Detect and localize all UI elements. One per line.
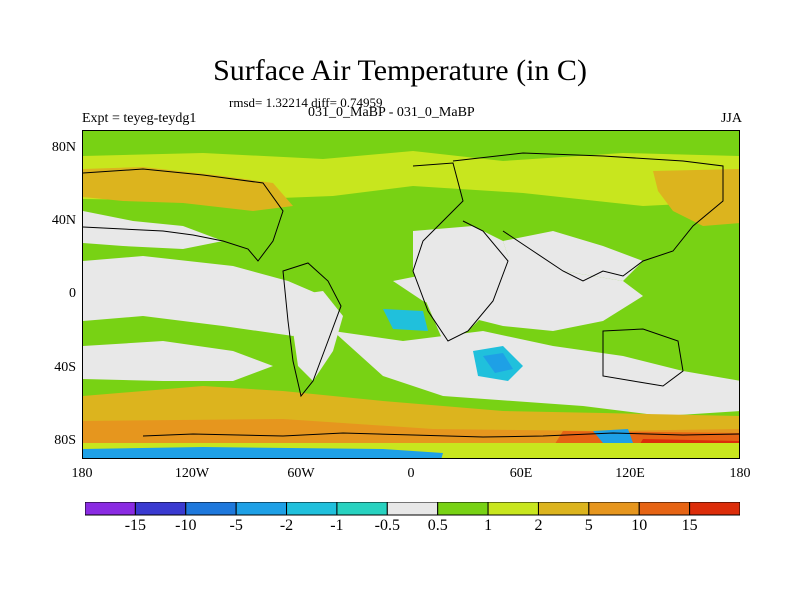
map-panel [82,130,740,459]
y-axis-label-80s: 80S [54,433,76,448]
stats-text: rmsd= 1.32214 diff= 0.74959 [229,95,383,110]
case-label: 031_0_MaBP - 031_0_MaBP [308,105,475,120]
outline-australia [602,328,684,387]
indian-cool [483,353,513,373]
colorbar-label: 5 [584,517,593,534]
season-label: JJA [720,111,742,126]
colorbar-swatch [85,502,136,516]
y-axis-label-40s: 40S [54,360,76,375]
colorbar-label: 15 [681,517,698,534]
x-axis-label-60e: 60E [509,466,533,481]
asia-grey [503,231,643,281]
colorbar-label: 2 [534,517,543,534]
colorbar-swatch [386,502,439,516]
southern-ocean-grey [333,331,739,416]
colorbar-swatch [336,502,388,516]
y-axis-label-0: 0 [69,286,76,301]
temperature-map [83,131,739,458]
colorbar-swatch [487,502,539,516]
y-axis-label-40n: 40N [51,213,76,228]
colorbar-label: 0.5 [427,517,448,534]
colorbar-label: -5 [229,517,243,534]
colorbar-swatch [588,502,640,516]
x-axis-label-0: 0 [407,466,415,481]
colorbar [85,502,740,516]
antarctic-cool-2 [593,429,633,443]
siberia-warm [653,169,739,226]
colorbar-label: -10 [175,517,197,534]
x-axis-label-60w: 60W [287,466,315,481]
x-axis-label-120e: 120E [615,466,645,481]
x-axis-label-180e: 180 [729,466,751,481]
colorbar-swatch [638,502,691,516]
colorbar-swatch [185,502,237,516]
colorbar-label: -15 [124,517,147,534]
west-africa-cool [383,309,428,331]
x-axis-label-180w: 180 [71,466,93,481]
south-america-grey [288,291,343,381]
y-axis-label-80n: 80N [51,140,76,155]
colorbar-label: -2 [279,517,294,534]
colorbar-label: 1 [484,517,493,534]
plot-title: Surface Air Temperature (in C) [213,54,587,87]
colorbar-swatch [134,502,187,516]
colorbar-label: -0.5 [374,517,400,534]
outline-asia [452,152,724,282]
colorbar-swatch [286,502,338,516]
africa-grey [413,226,513,341]
colorbar-swatch [437,502,489,516]
outline-south-america [282,262,342,398]
experiment-label: Expt = teyeg-teydg1 [82,111,197,126]
pacific-grey [83,256,333,336]
south-pacific-grey [83,341,273,381]
colorbar-label: -1 [330,517,344,534]
colorbar-swatch [537,502,590,516]
x-axis-label-120w: 120W [174,466,210,481]
antarctic-cool [83,447,443,458]
outline-europe-africa [412,162,509,342]
colorbar-swatch [235,502,288,516]
outline-north-america [83,168,284,262]
colorbar-label: 10 [631,517,648,534]
outline-antarctica [142,432,739,438]
colorbar-swatch [689,502,740,516]
north-america-warm [83,167,293,211]
